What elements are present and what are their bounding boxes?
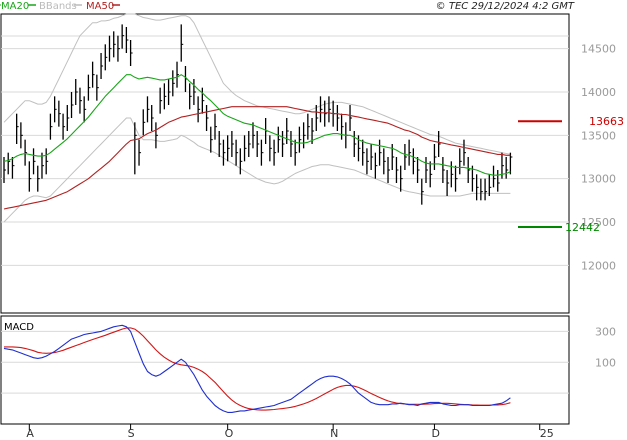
macd-tick-label: 300 [595,325,616,338]
date-tick-label: 25 [540,427,554,440]
date-tick-label: N [330,427,338,440]
macd-title: MACD [4,322,34,333]
bband-lower-line [3,117,511,223]
ma50-line [3,106,511,210]
date-tick-label: A [26,427,34,440]
copyright-timestamp: © TEC 29/12/2024 4:2 GMT [436,1,575,12]
support-level-label: 12442 [565,221,600,234]
price-panel: 12000 12500 13000 13500 14000 14500 13663 12442 [0,13,624,314]
macd-panel: 100 300 MACD [0,315,616,425]
date-axis: A S O N D 25 [26,424,554,440]
price-tick-label: 12000 [581,259,616,272]
ma20-legend-label: MA20 [1,1,29,12]
resistance-level-label: 13663 [589,115,624,128]
price-panel-frame [0,13,570,314]
bbands-legend-label: BBands [39,1,77,12]
date-tick-label: O [225,427,234,440]
macd-panel-frame [0,315,570,425]
macd-line [3,324,511,413]
price-tick-label: 13500 [581,129,616,142]
macd-signal-line [4,327,511,411]
price-tick-label: 14500 [581,43,616,56]
bband-upper-line [3,13,511,155]
date-tick-label: S [128,427,135,440]
ma50-legend-label: MA50 [86,1,114,12]
chart-header: MA20 BBands MA50 © TEC 29/12/2024 4:2 GM… [0,1,575,12]
date-tick-label: D [431,427,439,440]
price-tick-label: 14000 [581,86,616,99]
macd-tick-label: 100 [595,356,616,369]
price-tick-label: 13000 [581,173,616,186]
ma20-line [3,74,511,176]
price-tick-label: 12500 [581,216,616,229]
